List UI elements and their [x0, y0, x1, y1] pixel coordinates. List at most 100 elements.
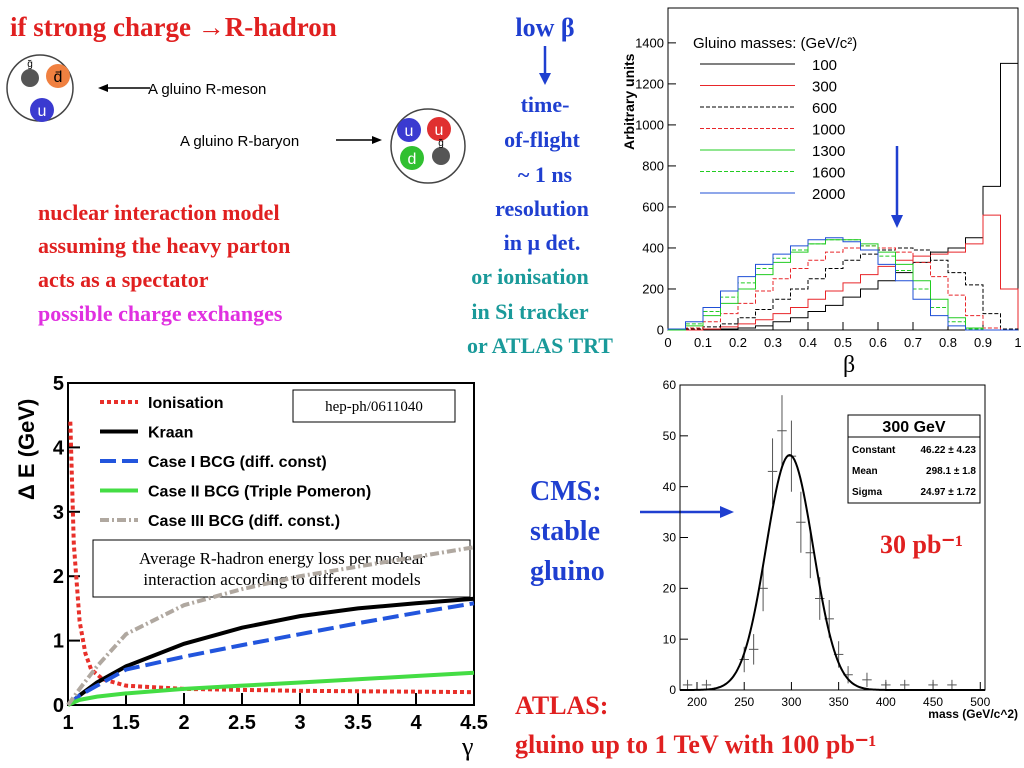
series-line: [68, 421, 475, 695]
y-tick-label: 0: [669, 683, 676, 697]
x-tick-label: 1.5: [112, 712, 140, 734]
quark: d̄: [54, 69, 63, 86]
cms-text: CMS: stable gluino: [530, 476, 605, 587]
quark-ball: [427, 117, 451, 141]
y-tick-label: 60: [663, 378, 677, 392]
text-line: assuming the heavy parton: [38, 233, 290, 258]
series-line: [67, 670, 475, 707]
x-tick-label: 0.5: [834, 335, 852, 350]
y-tick-label: 0: [657, 323, 664, 338]
stats-name: Mean: [852, 466, 878, 477]
y-tick-label: 4: [53, 437, 65, 459]
y-tick-label: 1400: [635, 35, 664, 50]
y-tick-label: 10: [663, 632, 677, 646]
y-tick-label: 3: [53, 502, 64, 524]
text-line: CMS:: [530, 476, 602, 507]
x-tick-label: 500: [970, 695, 990, 709]
y-tick-label: 0: [53, 695, 64, 717]
y-axis-label: Δ E (GeV): [14, 399, 39, 500]
fit-curve: [679, 454, 985, 691]
x-tick-label: 2.5: [228, 712, 256, 734]
quark-ball: [400, 146, 424, 170]
series-line: [66, 601, 475, 707]
quark-ball: [21, 69, 39, 87]
x-tick-label: 350: [829, 695, 849, 709]
legend-label: 1000: [812, 122, 845, 139]
annotation: hep-ph/0611040: [325, 399, 423, 415]
y-tick-label: 5: [53, 373, 64, 395]
legend-label: 1600: [812, 165, 845, 182]
series-line: [66, 545, 475, 707]
quark-ball: [30, 98, 54, 122]
histogram-line: [668, 245, 1018, 331]
stats-name: Sigma: [852, 487, 882, 498]
baryon-label: A gluino R-baryon: [180, 133, 299, 150]
text-line: of-flight: [504, 127, 580, 152]
atlas-text: gluino up to 1 TeV with 100 pb⁻¹: [515, 730, 876, 759]
quark: u: [435, 122, 444, 139]
arrow-head: [98, 84, 108, 92]
x-tick-label: 250: [734, 695, 754, 709]
x-tick-label: 200: [687, 695, 707, 709]
legend-label: Ionisation: [148, 395, 224, 412]
histogram-line: [667, 237, 1018, 331]
x-tick-label: 0.9: [974, 335, 992, 350]
legend-label: Case III BCG (diff. const.): [148, 513, 340, 530]
x-tick-label: 3: [294, 712, 305, 734]
y-tick-label: 200: [642, 282, 664, 297]
x-tick-label: 400: [876, 695, 896, 709]
legend-label: 2000: [812, 186, 845, 203]
x-tick-label: 4.5: [460, 712, 488, 734]
stats-box: [847, 414, 981, 504]
x-axis-label: mass (GeV/c^2): [928, 707, 1018, 721]
x-tick-label: 0.2: [729, 335, 747, 350]
y-tick-label: 400: [642, 241, 664, 256]
x-tick-label: 2: [178, 712, 189, 734]
x-tick-label: 300: [781, 695, 801, 709]
x-tick-label: 0.8: [939, 335, 957, 350]
text-line: nuclear interaction model: [38, 200, 280, 225]
histogram-line: [668, 62, 1019, 331]
x-tick-label: 1: [1014, 335, 1021, 350]
x-tick-label: 0.7: [904, 335, 922, 350]
quark: u: [38, 103, 47, 120]
atlas-text: ATLAS:: [515, 691, 608, 720]
x-tick-label: 450: [923, 695, 943, 709]
y-tick-label: 50: [663, 429, 677, 443]
text-line: ~ 1 ns: [518, 162, 573, 187]
arrow-head: [720, 506, 734, 518]
stats-title: 300 GeV: [882, 419, 945, 436]
exchange-text: possible charge exchanges: [38, 301, 283, 326]
meson-label: A gluino R-meson: [148, 81, 266, 98]
x-axis-label: γ: [461, 732, 474, 761]
legend-label: 300: [812, 79, 837, 96]
legend-label: Case II BCG (Triple Pomeron): [148, 484, 371, 501]
quark: g̃: [438, 138, 444, 149]
y-tick-label: 30: [663, 531, 677, 545]
legend-label: Kraan: [148, 425, 193, 442]
stats-name: Constant: [852, 445, 896, 456]
histogram-line: [668, 214, 1019, 331]
text-line: acts as a spectator: [38, 267, 209, 292]
x-tick-label: 0.3: [764, 335, 782, 350]
quark: d: [408, 151, 417, 168]
note: Average R-hadron energy loss per nuclear: [139, 549, 425, 568]
model-text: nuclear interaction model assuming the h…: [38, 200, 290, 292]
text-line: in Si tracker: [471, 299, 589, 324]
note-box: [292, 389, 456, 423]
slide-title: if strong charge →R-hadron: [10, 12, 337, 42]
legend-label: 1300: [812, 143, 845, 160]
quark-ball: [46, 64, 70, 88]
quark-ball: [397, 118, 421, 142]
text-line: in μ det.: [504, 230, 581, 255]
x-tick-label: 0: [664, 335, 671, 350]
text-line: or ionisation: [471, 264, 589, 289]
plot-frame: [67, 382, 475, 706]
y-tick-label: 1000: [635, 117, 664, 132]
arrow-head: [891, 215, 903, 228]
histogram-line: [668, 247, 1019, 331]
y-tick-label: 2: [53, 566, 64, 588]
x-tick-label: 0.1: [694, 335, 712, 350]
